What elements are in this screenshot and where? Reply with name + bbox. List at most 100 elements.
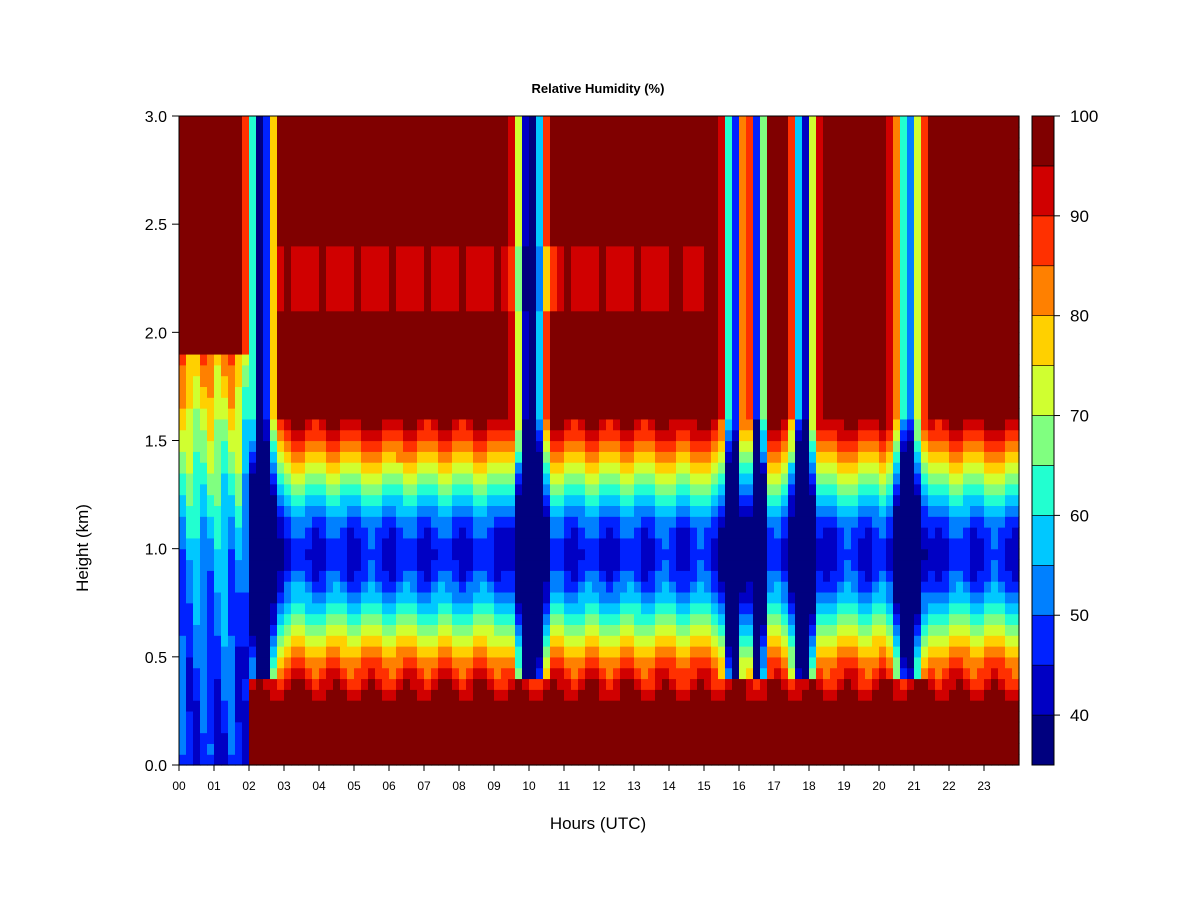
heatmap-cell (424, 635, 432, 647)
heatmap-cell (193, 440, 201, 452)
heatmap-cell (480, 548, 488, 561)
heatmap-cell (606, 732, 614, 744)
heatmap-cell (487, 148, 495, 160)
heatmap-cell (354, 364, 362, 377)
heatmap-cell (368, 527, 376, 539)
heatmap-cell (403, 721, 411, 734)
heatmap-cell (599, 191, 607, 204)
heatmap-cell (683, 375, 691, 388)
heatmap-cell (690, 375, 698, 388)
heatmap-cell (592, 159, 600, 171)
heatmap-cell (179, 440, 187, 452)
heatmap-cell (676, 191, 684, 204)
heatmap-cell (459, 408, 467, 420)
heatmap-cell (200, 710, 208, 723)
heatmap-cell (669, 667, 677, 680)
heatmap-cell (207, 656, 215, 669)
heatmap-cell (529, 289, 537, 301)
heatmap-cell (564, 689, 572, 701)
heatmap-cell (340, 602, 348, 615)
heatmap-cell (550, 570, 558, 582)
heatmap-cell (263, 126, 271, 139)
heatmap-cell (424, 656, 432, 669)
heatmap-cell (354, 321, 362, 333)
heatmap-cell (536, 224, 544, 236)
heatmap-cell (228, 472, 236, 485)
heatmap-cell (256, 159, 264, 171)
heatmap-cell (536, 159, 544, 171)
heatmap-cell (431, 278, 439, 290)
heatmap-cell (312, 116, 320, 128)
heatmap-cell (648, 256, 656, 269)
heatmap-cell (361, 332, 369, 344)
heatmap-cell (704, 278, 712, 290)
heatmap-cell (424, 581, 432, 593)
heatmap-cell (655, 548, 663, 561)
heatmap-cell (368, 213, 376, 225)
heatmap-cell (543, 537, 551, 550)
heatmap-cell (704, 505, 712, 517)
heatmap-cell (347, 310, 355, 323)
heatmap-cell (641, 332, 649, 344)
heatmap-cell (340, 353, 348, 366)
heatmap-cell (571, 613, 579, 625)
heatmap-cell (739, 234, 747, 247)
heatmap-cell (207, 191, 215, 204)
heatmap-cell (382, 299, 390, 312)
heatmap-cell (578, 245, 586, 258)
heatmap-cell (452, 375, 460, 388)
heatmap-cell (606, 159, 614, 171)
heatmap-cell (431, 646, 439, 658)
heatmap-cell (487, 364, 495, 377)
heatmap-cell (431, 656, 439, 669)
heatmap-cell (543, 256, 551, 269)
heatmap-cell (613, 353, 621, 366)
heatmap-cell (543, 494, 551, 506)
heatmap-cell (641, 667, 649, 680)
heatmap-cell (424, 299, 432, 312)
heatmap-cell (494, 299, 502, 312)
heatmap-cell (732, 364, 740, 377)
heatmap-cell (193, 527, 201, 539)
heatmap-cell (592, 364, 600, 377)
heatmap-cell (235, 462, 243, 474)
heatmap-cell (578, 332, 586, 344)
heatmap-cell (277, 581, 285, 593)
heatmap-cell (410, 289, 418, 301)
heatmap-cell (725, 170, 733, 182)
heatmap-cell (186, 646, 194, 658)
heatmap-cell (452, 267, 460, 279)
heatmap-cell (536, 537, 544, 550)
heatmap-cell (452, 289, 460, 301)
heatmap-cell (718, 591, 726, 604)
heatmap-cell (305, 126, 313, 139)
heatmap-cell (319, 418, 327, 431)
heatmap-cell (732, 635, 740, 647)
heatmap-cell (613, 710, 621, 723)
heatmap-cell (200, 170, 208, 182)
heatmap-cell (571, 364, 579, 377)
heatmap-cell (753, 386, 761, 398)
heatmap-cell (403, 570, 411, 582)
heatmap-cell (375, 267, 383, 279)
heatmap-cell (249, 527, 257, 539)
heatmap-cell (179, 245, 187, 258)
heatmap-cell (613, 700, 621, 712)
heatmap-cell (746, 743, 754, 755)
heatmap-cell (235, 278, 243, 290)
heatmap-cell (242, 267, 250, 279)
heatmap-cell (683, 116, 691, 128)
heatmap-cell (382, 591, 390, 604)
heatmap-cell (599, 256, 607, 269)
heatmap-cell (725, 429, 733, 442)
heatmap-cell (536, 170, 544, 182)
heatmap-cell (298, 516, 306, 528)
heatmap-cell (697, 397, 705, 409)
heatmap-cell (746, 418, 754, 431)
heatmap-cell (389, 418, 397, 431)
heatmap-cell (494, 516, 502, 528)
heatmap-cell (368, 667, 376, 680)
heatmap-cell (305, 408, 313, 420)
heatmap-cell (368, 591, 376, 604)
heatmap-cell (424, 516, 432, 528)
